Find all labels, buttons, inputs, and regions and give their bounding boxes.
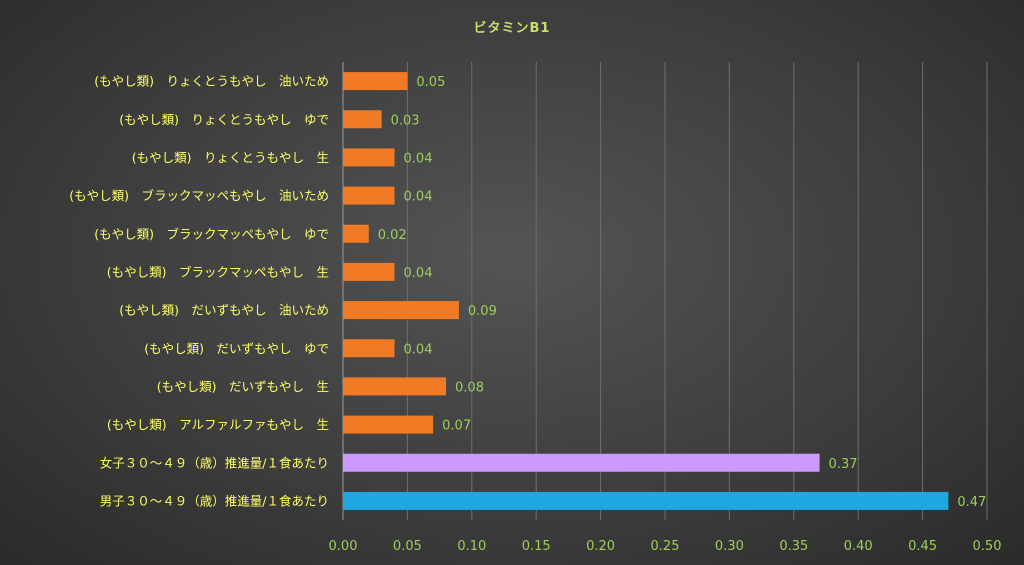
value-label: 0.04: [404, 266, 433, 281]
category-label: (もやし類) だいずもやし ゆで: [144, 341, 329, 356]
value-label: 0.04: [404, 190, 433, 205]
category-label: (もやし類) ブラックマッペもやし 生: [107, 264, 329, 279]
category-label: (もやし類) りょくとうもやし ゆで: [119, 112, 329, 127]
x-tick-label: 0.20: [586, 539, 615, 554]
category-labels: (もやし類) りょくとうもやし 油いため (もやし類) りょくとうもやし ゆで (も…: [69, 74, 329, 509]
category-label: (もやし類) アルファルファもやし 生: [107, 417, 329, 432]
bar: [343, 377, 447, 396]
value-label: 0.02: [378, 228, 407, 243]
value-label: 0.04: [404, 151, 433, 166]
category-label: (もやし類) ブラックマッペもやし 油いため: [69, 188, 329, 203]
category-label: 男子３０～４９（歳）推進量/１食あたり: [100, 493, 329, 508]
value-label: 0.07: [442, 419, 471, 434]
category-label: 女子３０～４９（歳）推進量/１食あたり: [100, 455, 329, 470]
x-tick-label: 0.15: [522, 539, 551, 554]
bars: [343, 72, 949, 510]
bar: [343, 72, 408, 91]
category-label: (もやし類) りょくとうもやし 油いため: [94, 74, 329, 89]
x-tick-label: 0.10: [457, 539, 486, 554]
value-label: 0.03: [391, 113, 420, 128]
x-tick-label: 0.05: [393, 539, 422, 554]
x-tick-label: 0.00: [329, 539, 358, 554]
bar: [343, 110, 382, 129]
value-label: 0.08: [455, 380, 484, 395]
x-tick-label: 0.45: [908, 539, 937, 554]
bar: [343, 224, 369, 243]
category-label: (もやし類) りょくとうもやし 生: [132, 150, 329, 165]
value-label: 0.47: [957, 495, 986, 510]
bar: [343, 453, 820, 472]
bar: [343, 262, 395, 281]
bar: [343, 339, 395, 358]
category-label: (もやし類) だいずもやし 油いため: [119, 303, 329, 318]
category-label: (もやし類) ブラックマッペもやし ゆで: [94, 226, 329, 241]
x-tick-label: 0.35: [779, 539, 808, 554]
x-axis-ticks: 0.00 0.05 0.10 0.15 0.20 0.25 0.30 0.35 0.40 0.45…: [329, 539, 1002, 554]
value-label: 0.05: [416, 75, 445, 90]
x-tick-label: 0.30: [715, 539, 744, 554]
x-tick-label: 0.40: [844, 539, 873, 554]
category-label: (もやし類) だいずもやし 生: [157, 379, 329, 394]
bar: [343, 415, 434, 434]
value-label: 0.37: [829, 457, 858, 472]
value-label: 0.04: [404, 342, 433, 357]
gridlines: [342, 62, 988, 520]
value-label: 0.09: [468, 304, 497, 319]
x-tick-label: 0.50: [973, 539, 1002, 554]
bar: [343, 148, 395, 167]
bar: [343, 301, 459, 320]
bar: [343, 186, 395, 205]
x-tick-label: 0.25: [651, 539, 680, 554]
bar: [343, 491, 949, 510]
value-labels: 0.05 0.03 0.04 0.04 0.02 0.04 0.09 0.04 0.08 0.07…: [378, 75, 987, 510]
chart-title: ビタミンB1: [474, 20, 551, 36]
